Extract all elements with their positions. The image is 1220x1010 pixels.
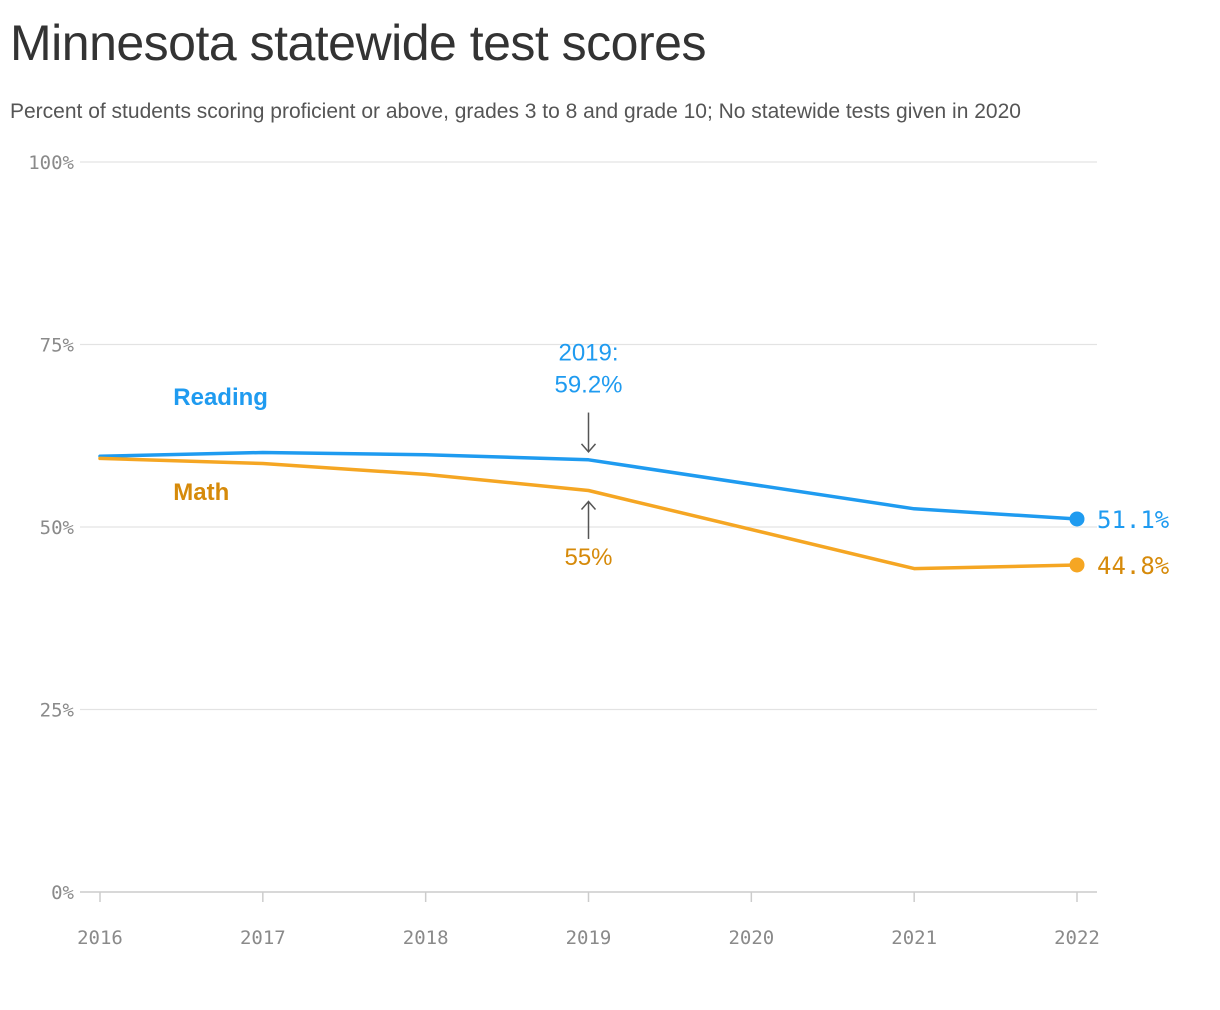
x-tick-label: 2021 xyxy=(891,927,937,949)
chart-subtitle: Percent of students scoring proficient o… xyxy=(10,100,1021,123)
math-line xyxy=(98,456,1079,571)
x-tick-label: 2020 xyxy=(728,927,774,949)
reading-series-label: Reading xyxy=(173,384,268,411)
math-annotation-text: 55% xyxy=(564,544,612,571)
y-tick-label: 25% xyxy=(40,700,75,722)
reading-annotation-arrowhead xyxy=(580,443,597,453)
math-annotation-arrowhead xyxy=(580,500,597,510)
math-series-label: Math xyxy=(173,479,229,506)
reading-annotation-text: 2019: xyxy=(558,340,618,367)
annotations: 2019: 59.2% 55% xyxy=(554,340,622,571)
y-tick-label: 75% xyxy=(40,335,75,357)
x-tick-label: 2022 xyxy=(1054,927,1100,949)
math-end-label: 44.8% xyxy=(1097,552,1170,580)
chart-title: Minnesota statewide test scores xyxy=(10,15,706,71)
x-tick-label: 2016 xyxy=(77,927,123,949)
series-lines xyxy=(98,450,1085,573)
reading-line xyxy=(98,450,1079,521)
x-tick-label: 2017 xyxy=(240,927,286,949)
reading-end-label: 51.1% xyxy=(1097,506,1170,534)
reading-end-point xyxy=(1069,511,1085,527)
x-tick-label: 2019 xyxy=(566,927,612,949)
axes: 0% 25% 50% 75% 100% 2016 2017 2018 2019 2020 2021 2… xyxy=(28,152,1100,949)
y-tick-label: 50% xyxy=(40,517,75,539)
x-tick-label: 2018 xyxy=(403,927,449,949)
y-tick-label: 0% xyxy=(51,882,74,904)
y-tick-label: 100% xyxy=(28,152,74,174)
math-end-point xyxy=(1069,557,1085,573)
reading-annotation-text: 59.2% xyxy=(554,372,622,399)
labels: 51.1% 44.8% Reading Math xyxy=(173,384,1170,580)
